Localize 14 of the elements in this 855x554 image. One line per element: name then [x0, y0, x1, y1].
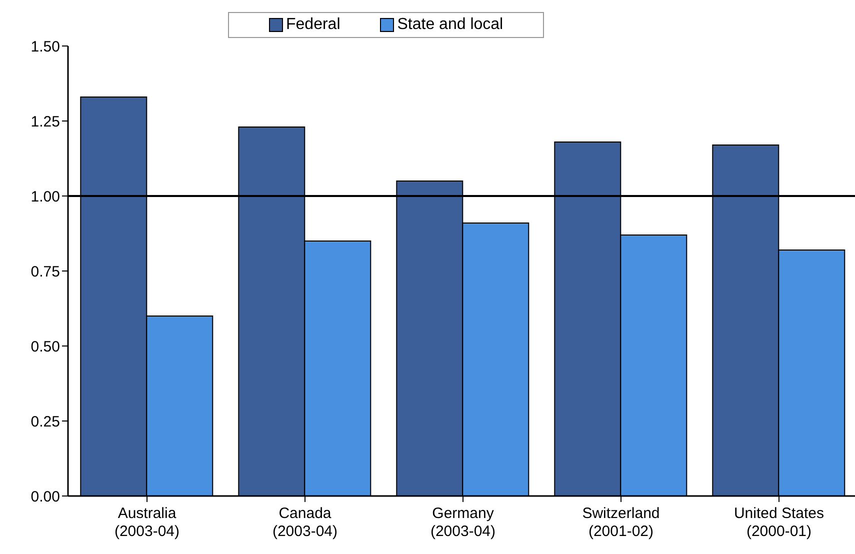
x-tick-label: Australia (2003-04)	[114, 505, 180, 540]
y-tick-label: 1.50	[30, 38, 60, 56]
legend-label: State and local	[396, 16, 504, 34]
x-tick-label: United States (2000-01)	[734, 505, 824, 540]
y-tick-label: 0.75	[30, 263, 60, 280]
y-tick-label: 0.00	[30, 488, 60, 506]
y-tick-label: 1.00	[30, 188, 60, 206]
x-tick-label: Germany (2003-04)	[430, 505, 496, 540]
x-tick-label: Canada (2003-04)	[272, 505, 338, 540]
legend-label: Federal	[285, 16, 340, 34]
y-tick-label: 0.25	[30, 413, 60, 430]
x-tick-label: Switzerland (2001-02)	[582, 505, 660, 540]
y-tick-label: 1.25	[30, 113, 60, 130]
y-tick-label: 0.50	[30, 338, 60, 356]
